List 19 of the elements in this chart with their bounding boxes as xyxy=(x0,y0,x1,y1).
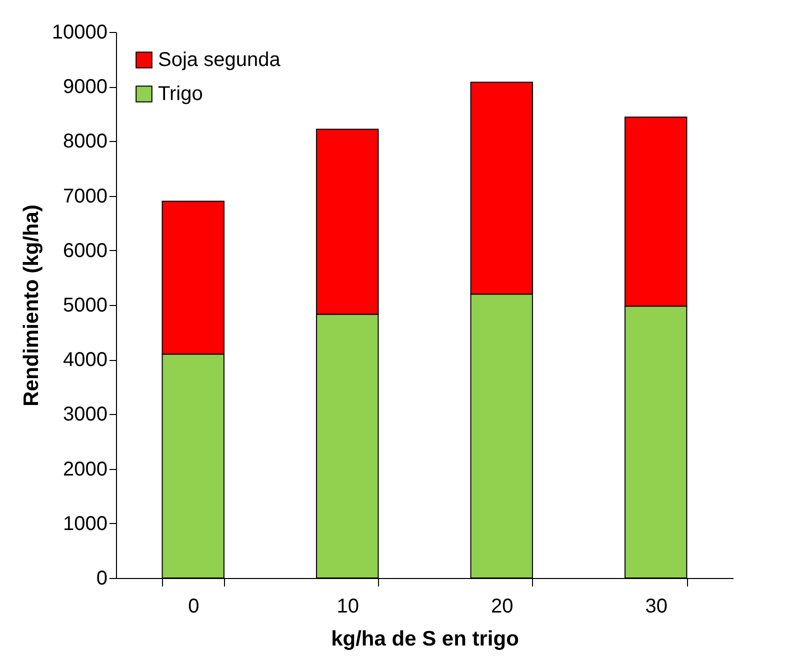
x-tick-label: 20 xyxy=(491,596,514,618)
x-tick-label: 0 xyxy=(188,596,200,618)
y-tick-label: 0 xyxy=(96,568,108,590)
legend-label: Soja segunda xyxy=(158,49,282,71)
y-tick-label: 7000 xyxy=(63,185,108,208)
legend-label: Trigo xyxy=(158,83,203,105)
y-axis-title: Rendimiento (kg/ha) xyxy=(20,204,43,406)
y-tick-label: 9000 xyxy=(63,76,108,98)
y-tick-label: 6000 xyxy=(63,240,108,262)
x-tick-label: 10 xyxy=(336,596,359,618)
x-tick-label: 30 xyxy=(645,596,668,618)
y-tick-label: 1000 xyxy=(63,512,108,535)
y-tick-label: 2000 xyxy=(63,458,108,480)
x-axis-title: kg/ha de S en trigo xyxy=(331,628,519,650)
y-tick-label: 4000 xyxy=(63,349,108,372)
y-tick-label: 10000 xyxy=(52,22,108,44)
y-tick-label: 3000 xyxy=(63,404,108,426)
y-tick-label: 5000 xyxy=(63,294,108,316)
y-tick-label: 8000 xyxy=(63,130,108,153)
